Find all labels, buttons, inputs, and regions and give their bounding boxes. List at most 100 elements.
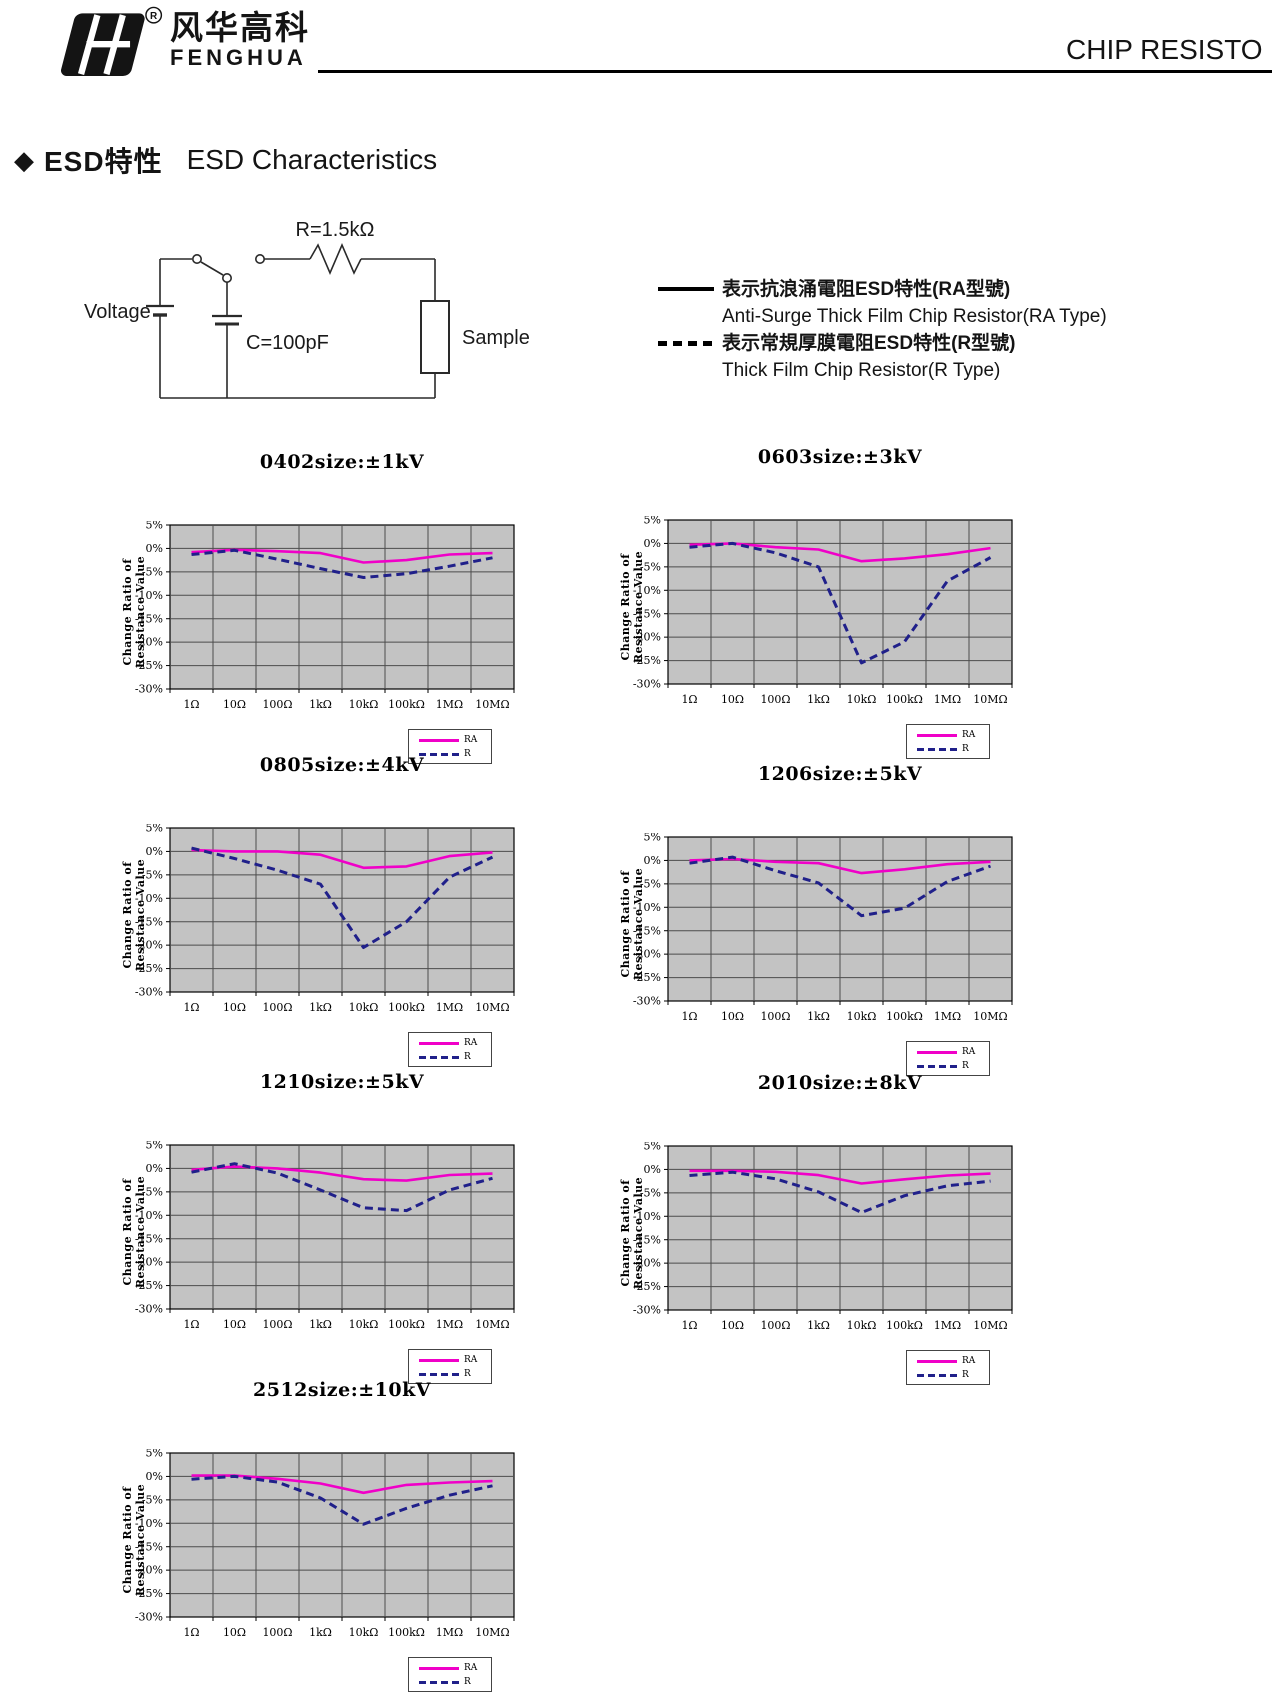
x-tick-label: 1Ω (183, 698, 199, 711)
chart-legend-label: R (464, 1677, 471, 1687)
x-tick-label: 100kΩ (886, 693, 923, 706)
chart-legend-label: R (962, 744, 969, 754)
section-title-en: ESD Characteristics (186, 144, 438, 175)
x-tick-label: 1kΩ (807, 693, 830, 706)
chart-legend: RA R (408, 1657, 492, 1692)
resistor-symbol (309, 242, 362, 276)
x-tick-label: 10MΩ (973, 1319, 1007, 1332)
x-tick-label: 1Ω (681, 1319, 697, 1332)
x-tick-label: 100Ω (262, 1318, 292, 1331)
y-tick-label: -25% (135, 659, 163, 672)
legend-ra-en: Anti-Surge Thick Film Chip Resistor(RA T… (722, 306, 1107, 327)
chart-1206: 1206size:±5kV Change Ratio of Resistance … (596, 763, 1026, 1081)
chart-title: 0402size:±1kV (259, 451, 425, 473)
diamond-bullet-icon: ◆ (14, 145, 34, 175)
y-tick-label: -20% (633, 948, 661, 961)
chart-title: 0805size:±4kV (259, 754, 425, 776)
solid-line-sample-icon (419, 1041, 459, 1045)
chart-legend-label: RA (464, 1355, 478, 1365)
switch-terminal-3 (255, 253, 266, 264)
x-tick-label: 10kΩ (349, 1626, 379, 1639)
chart-legend: RA R (906, 1041, 990, 1076)
y-tick-label: -20% (135, 1256, 163, 1269)
switch-terminal-1 (192, 253, 203, 264)
y-tick-label: -25% (633, 971, 661, 984)
y-tick-label: -15% (135, 915, 163, 928)
x-tick-label: 1kΩ (807, 1319, 830, 1332)
y-tick-label: -25% (135, 962, 163, 975)
section-heading: ◆ ESD特性 ESD Characteristics (14, 140, 437, 180)
x-tick-label: 1MΩ (934, 1319, 961, 1332)
x-tick-label: 1MΩ (436, 1318, 463, 1331)
dashed-line-sample-icon (419, 1372, 459, 1376)
y-tick-label: -5% (142, 1185, 163, 1198)
x-tick-label: 10MΩ (973, 1010, 1007, 1023)
capacitor-label: C=100pF (246, 332, 329, 354)
x-tick-label: 100kΩ (388, 1318, 425, 1331)
series-line-r (191, 1162, 493, 1213)
legend-entry-r: 表示常規厚膜電阻ESD特性(R型號) Thick Film Chip Resis… (658, 330, 1258, 384)
x-tick-label: 10kΩ (349, 1001, 379, 1014)
chart-legend-label: RA (962, 1356, 976, 1366)
y-tick-label: -15% (135, 1540, 163, 1553)
y-tick-label: -30% (135, 1303, 163, 1316)
y-tick-label: -5% (142, 1493, 163, 1506)
y-tick-label: -25% (135, 1587, 163, 1600)
chart-title: 2512size:±10kV (253, 1379, 431, 1401)
solid-line-sample-icon (419, 1358, 459, 1362)
chart-legend: RA R (906, 1350, 990, 1385)
chart-legend-label: RA (962, 1047, 976, 1057)
x-tick-label: 10Ω (223, 698, 246, 711)
x-tick-label: 1MΩ (934, 1010, 961, 1023)
x-tick-label: 1kΩ (309, 1626, 332, 1639)
chart-legend-label: R (962, 1061, 969, 1071)
x-tick-label: 100kΩ (388, 698, 425, 711)
x-tick-label: 1MΩ (436, 698, 463, 711)
x-tick-label: 10MΩ (475, 1318, 509, 1331)
x-tick-label: 100kΩ (886, 1319, 923, 1332)
solid-line-sample-icon (917, 733, 957, 737)
y-tick-label: 5% (146, 521, 163, 532)
fenghua-logo-icon: R (61, 6, 163, 76)
chart-plot-area: 5% 0% -5% -10% -15% -20% -25% -30% 1Ω 10Ω 100Ω 1kΩ 1… (135, 824, 515, 1014)
y-tick-label: 0% (146, 845, 163, 858)
series-line-ra (191, 1474, 493, 1495)
series-line-ra (191, 848, 493, 870)
y-tick-label: -15% (135, 1232, 163, 1245)
y-tick-label: -30% (135, 1611, 163, 1624)
x-tick-label: 1MΩ (436, 1001, 463, 1014)
chart-plot-area: 5% 0% -5% -10% -15% -20% -25% -30% 1Ω 10Ω 100Ω 1kΩ 1… (135, 1141, 515, 1331)
chart-title: 0603size:±3kV (757, 446, 923, 468)
y-tick-label: -5% (142, 868, 163, 881)
x-tick-label: 100Ω (262, 1626, 292, 1639)
chart-legend-row-ra: RA (419, 1353, 487, 1367)
x-tick-label: 10MΩ (475, 698, 509, 711)
y-tick-label: -30% (633, 1304, 661, 1317)
x-tick-label: 10kΩ (349, 1318, 379, 1331)
solid-line-sample-icon (419, 738, 459, 742)
x-tick-label: 10Ω (721, 1319, 744, 1332)
series-line-ra (191, 1165, 493, 1182)
x-tick-label: 100kΩ (886, 1010, 923, 1023)
y-tick-label: -10% (633, 1210, 661, 1223)
y-tick-label: -15% (633, 607, 661, 620)
chart-legend-row-ra: RA (419, 1661, 487, 1675)
y-tick-label: -20% (135, 636, 163, 649)
x-tick-label: 1Ω (183, 1626, 199, 1639)
chart-plot-area: 5% 0% -5% -10% -15% -20% -25% -30% 1Ω 10Ω 100Ω 1kΩ 1… (633, 833, 1013, 1023)
x-tick-label: 1kΩ (309, 1318, 332, 1331)
dashed-line-sample-icon (917, 1373, 957, 1377)
x-tick-label: 10kΩ (847, 1319, 877, 1332)
y-tick-label: -10% (135, 1517, 163, 1530)
x-tick-label: 10Ω (223, 1626, 246, 1639)
y-tick-label: 0% (644, 537, 661, 550)
y-tick-label: 5% (146, 1141, 163, 1152)
series-line-r (689, 541, 992, 665)
logo-text: 风华高科 FENGHUA (170, 10, 310, 70)
y-tick-label: -25% (135, 1279, 163, 1292)
chart-legend-row-r: R (419, 747, 487, 761)
chart-legend-row-r: R (419, 1050, 487, 1064)
x-tick-label: 100Ω (262, 698, 292, 711)
chart-legend-label: RA (464, 1663, 478, 1673)
